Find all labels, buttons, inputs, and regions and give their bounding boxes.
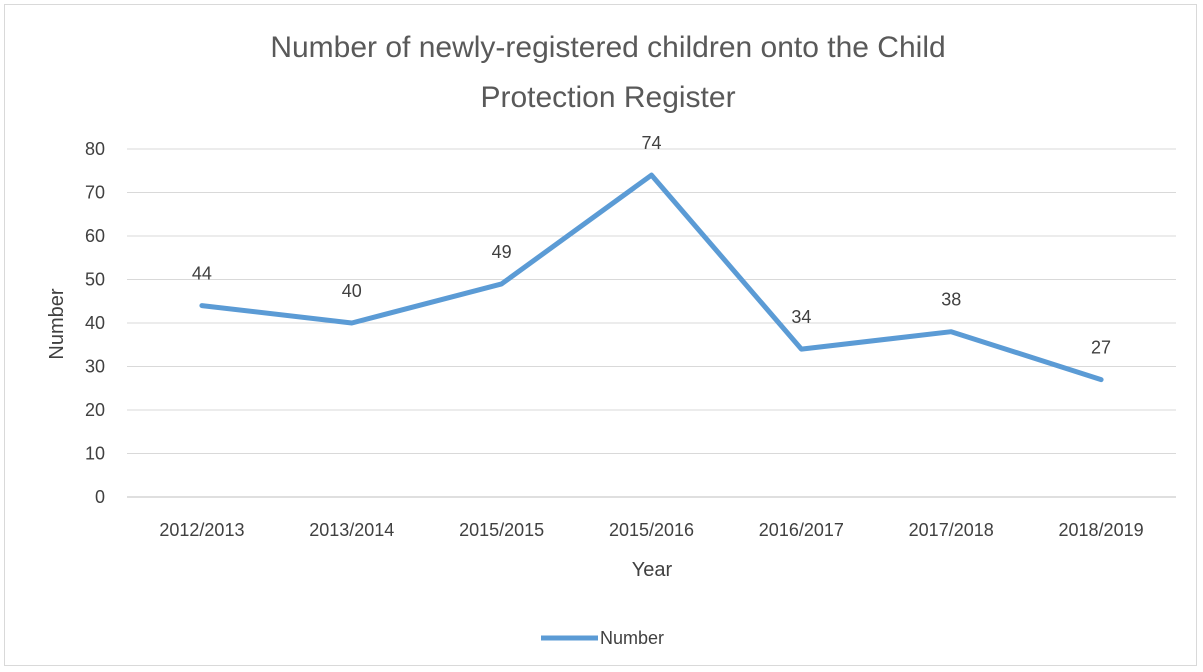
series-lines (199, 172, 1104, 383)
chart-title-line-1: Number of newly-registered children onto… (270, 31, 945, 64)
chart-title-line-2: Protection Register (480, 81, 735, 114)
series-line-number (199, 172, 1104, 383)
y-tick-label-60: 60 (85, 226, 105, 246)
gridlines (127, 148, 1176, 498)
y-tick-label-20: 20 (85, 400, 105, 420)
data-label: 40 (342, 281, 362, 301)
y-axis-title: Number (46, 288, 68, 359)
legend: Number (541, 628, 664, 648)
data-label: 38 (941, 290, 961, 310)
x-tick-label: 2018/2019 (1059, 520, 1144, 540)
y-tick-label-0: 0 (95, 487, 105, 507)
data-label: 27 (1091, 338, 1111, 358)
y-tick-label-30: 30 (85, 357, 105, 377)
data-label: 44 (192, 264, 212, 284)
y-tick-label-50: 50 (85, 270, 105, 290)
data-label: 49 (492, 242, 512, 262)
x-tick-label: 2016/2017 (759, 520, 844, 540)
x-tick-label: 2013/2014 (309, 520, 394, 540)
data-labels: 44 40 49 74 34 38 27 (192, 133, 1111, 357)
x-tick-label: 2015/2015 (459, 520, 544, 540)
x-axis-title: Year (632, 559, 673, 581)
y-tick-label-80: 80 (85, 139, 105, 159)
y-tick-label-70: 70 (85, 183, 105, 203)
x-tick-label: 2017/2018 (909, 520, 994, 540)
legend-label-number: Number (600, 628, 664, 648)
data-label: 34 (791, 307, 811, 327)
chart-frame (4, 4, 1197, 666)
x-tick-label: 2015/2016 (609, 520, 694, 540)
data-label: 74 (641, 133, 661, 153)
x-tick-label: 2012/2013 (159, 520, 244, 540)
x-axis-ticks: 2012/2013 2013/2014 2015/2015 2015/2016 2016… (159, 520, 1143, 540)
y-tick-label-40: 40 (85, 313, 105, 333)
y-tick-label-10: 10 (85, 444, 105, 464)
y-axis-ticks: 0 10 20 30 40 50 60 70 80 (85, 139, 105, 507)
